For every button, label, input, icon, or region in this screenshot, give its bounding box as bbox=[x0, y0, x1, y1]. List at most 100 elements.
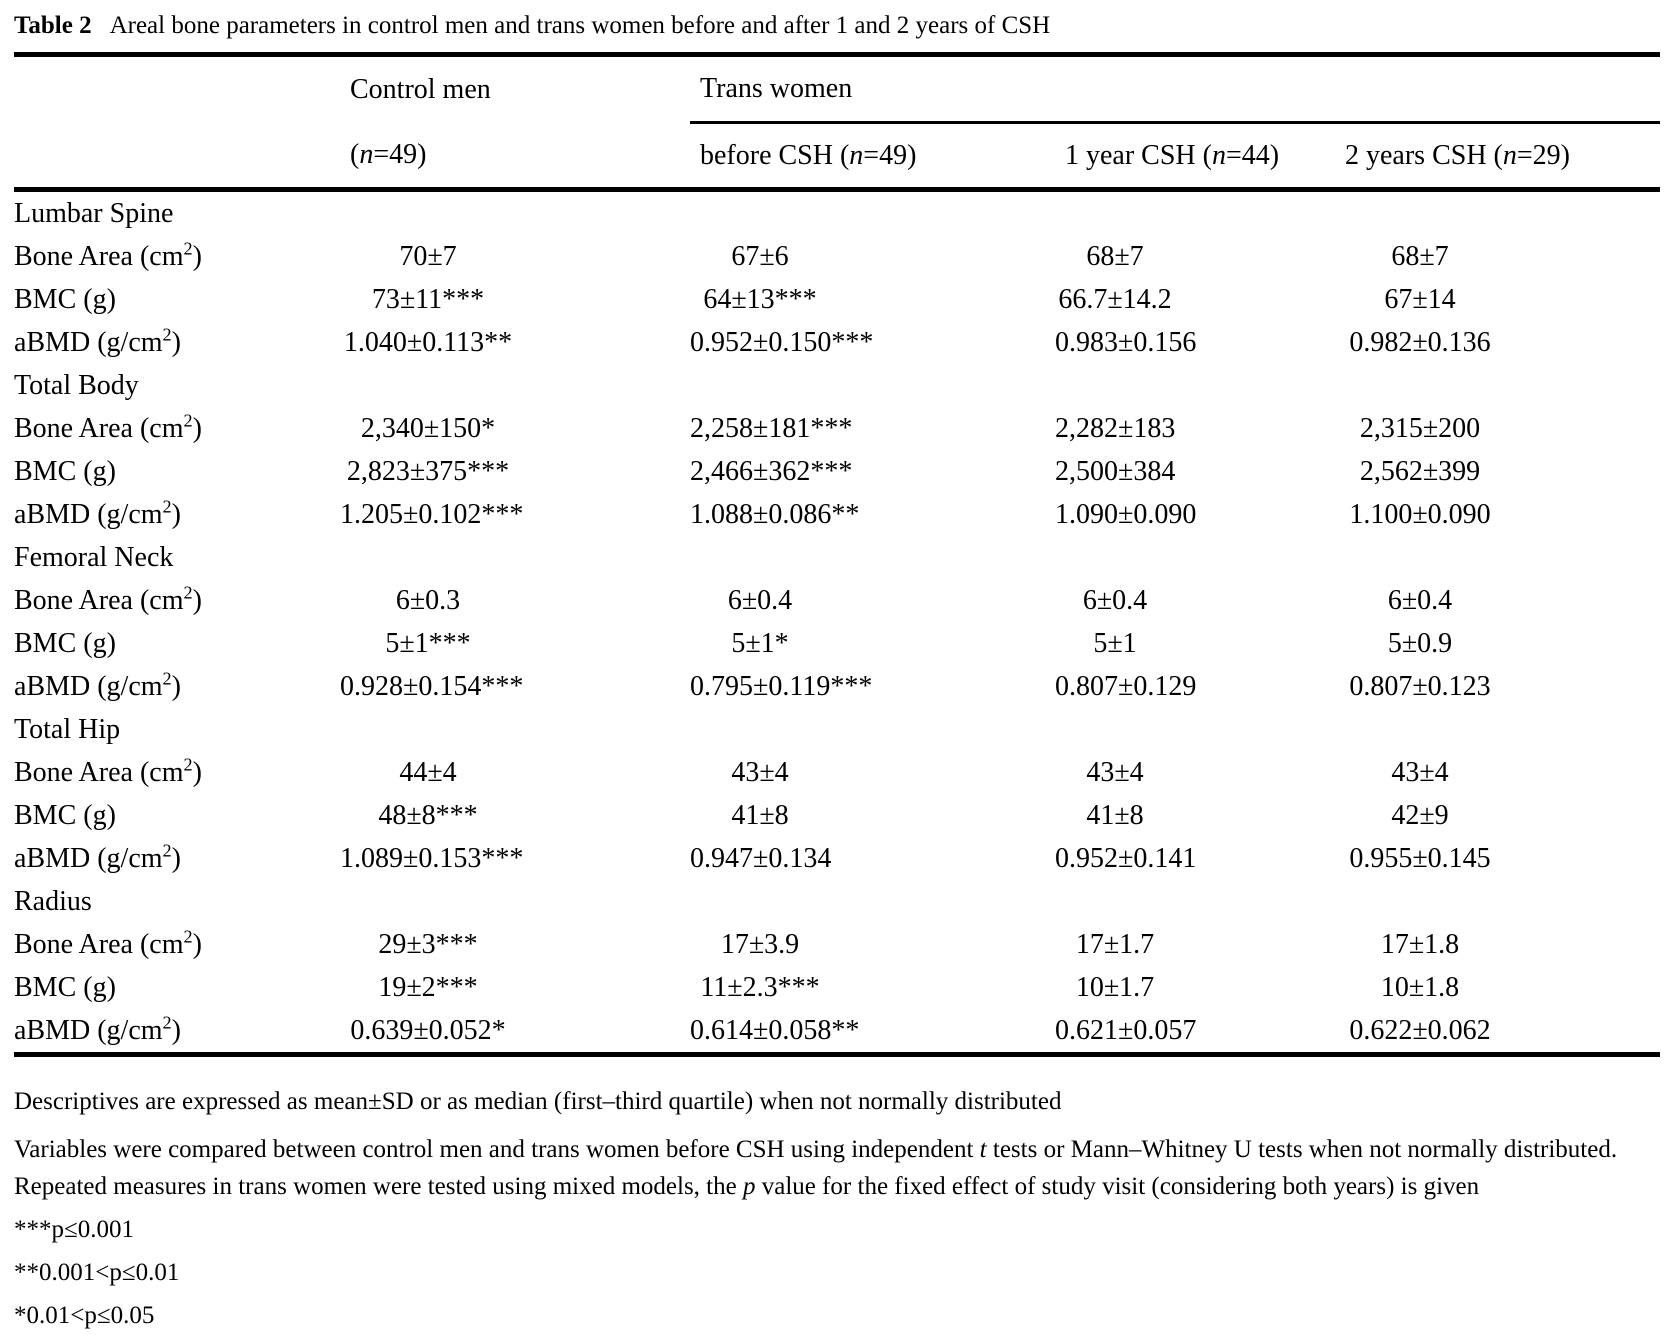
cell-value: 0.982±0.136 bbox=[1349, 326, 1491, 358]
footnote-sig-1star: *0.01<p≤0.05 bbox=[14, 1302, 155, 1329]
header-control-men: Control men bbox=[350, 73, 491, 105]
cell-value: 10±1.7 bbox=[1075, 971, 1155, 1003]
row-label: aBMD (g/cm2) bbox=[14, 324, 181, 358]
cell-value: 1.040±0.113** bbox=[343, 326, 513, 358]
cell-value: 0.614±0.058** bbox=[690, 1014, 860, 1046]
cell-value: 0.807±0.129 bbox=[1055, 670, 1197, 702]
header-empty-cell bbox=[14, 55, 340, 123]
cell-value: 2,315±200 bbox=[1359, 412, 1481, 444]
cell-value: 5±1* bbox=[731, 627, 789, 659]
cell-value: 1.089±0.153*** bbox=[340, 842, 524, 874]
data-row: BMC (g) 2,823±375*** 2,466±362*** 2,500±384… bbox=[14, 450, 1660, 493]
footnote-italic-term: p bbox=[742, 1173, 756, 1200]
row-label-superscript: 2 bbox=[183, 754, 193, 775]
cell-value: 41±8 bbox=[731, 799, 789, 831]
cell-value: 41±8 bbox=[1086, 799, 1144, 831]
table-caption-text: Areal bone parameters in control men and… bbox=[109, 12, 1051, 39]
data-row: aBMD (g/cm2) 1.040±0.113** 0.952±0.150*** 0… bbox=[14, 321, 1660, 364]
subheader-n-italic: n bbox=[1211, 139, 1226, 171]
cell-value: 2,466±362*** bbox=[690, 455, 853, 487]
cell-value: 70±7 bbox=[399, 240, 457, 272]
row-label: aBMD (g/cm2) bbox=[14, 496, 181, 530]
cell-value: 0.621±0.057 bbox=[1055, 1014, 1197, 1046]
cell-value: 17±1.7 bbox=[1075, 928, 1155, 960]
row-label-superscript: 2 bbox=[183, 410, 193, 431]
subheader-before-csh: before CSH (n=49) bbox=[690, 122, 1055, 192]
subheader-text: ( bbox=[350, 138, 360, 170]
cell-value: 68±7 bbox=[1391, 240, 1449, 272]
cell-value: 67±6 bbox=[731, 240, 789, 272]
row-label-superscript: 2 bbox=[183, 926, 193, 947]
subheader-text: 2 years CSH ( bbox=[1345, 139, 1503, 171]
subheader-text: 1 year CSH ( bbox=[1065, 139, 1212, 171]
row-label: Bone Area (cm2) bbox=[14, 238, 202, 272]
section-title: Radius bbox=[14, 885, 92, 917]
cell-value: 0.807±0.123 bbox=[1349, 670, 1491, 702]
row-label: Bone Area (cm2) bbox=[14, 926, 202, 960]
cell-value: 2,562±399 bbox=[1359, 455, 1481, 487]
row-label-superscript: 2 bbox=[183, 238, 193, 259]
cell-value: 6±0.4 bbox=[1082, 584, 1148, 616]
footnote-text-segment: Variables were compared between control … bbox=[14, 1136, 980, 1163]
data-row: Bone Area (cm2) 44±4 43±4 43±4 43±4 bbox=[14, 751, 1660, 794]
data-row: Bone Area (cm2) 70±7 67±6 68±7 68±7 bbox=[14, 235, 1660, 278]
subheader-n-italic: n bbox=[849, 139, 864, 171]
cell-value: 2,282±183 bbox=[1055, 412, 1176, 444]
cell-value: 1.205±0.102*** bbox=[340, 498, 524, 530]
cell-value: 0.795±0.119*** bbox=[690, 670, 873, 702]
data-row: BMC (g) 5±1*** 5±1* 5±1 5±0.9 bbox=[14, 622, 1660, 665]
subheader-n-italic: n bbox=[1502, 139, 1517, 171]
section-title: Total Hip bbox=[14, 713, 121, 745]
cell-value: 1.100±0.090 bbox=[1349, 498, 1491, 530]
cell-value: 5±1*** bbox=[385, 627, 471, 659]
row-label-superscript: 2 bbox=[162, 496, 172, 517]
cell-value: 1.090±0.090 bbox=[1055, 498, 1197, 530]
table-body: Lumbar Spine Bone Area (cm2) 70±7 67±6 68±7 6… bbox=[14, 190, 1660, 1055]
cell-value: 68±7 bbox=[1086, 240, 1144, 272]
data-row: aBMD (g/cm2) 1.089±0.153*** 0.947±0.134 0.9… bbox=[14, 837, 1660, 880]
row-label: Bone Area (cm2) bbox=[14, 582, 202, 616]
row-label: BMC (g) bbox=[14, 799, 116, 831]
cell-value: 64±13*** bbox=[703, 283, 817, 315]
cell-value: 5±1 bbox=[1093, 627, 1137, 659]
row-label-superscript: 2 bbox=[183, 582, 193, 603]
row-label: BMC (g) bbox=[14, 455, 116, 487]
cell-value: 11±2.3*** bbox=[700, 971, 820, 1003]
cell-value: 73±11*** bbox=[371, 283, 485, 315]
footnote-text-segment: tests or Mann–Whitney U tests when not n… bbox=[14, 1136, 1618, 1200]
cell-value: 29±3*** bbox=[378, 928, 478, 960]
data-row: aBMD (g/cm2) 0.928±0.154*** 0.795±0.119***… bbox=[14, 665, 1660, 708]
subheader-control-n: (n=49) bbox=[340, 122, 690, 192]
data-row: aBMD (g/cm2) 1.205±0.102*** 1.088±0.086** 1… bbox=[14, 493, 1660, 536]
row-label-superscript: 2 bbox=[162, 1012, 172, 1033]
row-label: BMC (g) bbox=[14, 283, 116, 315]
cell-value: 0.639±0.052* bbox=[350, 1014, 506, 1046]
data-row: BMC (g) 19±2*** 11±2.3*** 10±1.7 10±1.8 bbox=[14, 966, 1660, 1009]
footnote-sig-2star: **0.001<p≤0.01 bbox=[14, 1259, 180, 1286]
cell-value: 42±9 bbox=[1391, 799, 1449, 831]
row-label: Bone Area (cm2) bbox=[14, 410, 202, 444]
footnote-italic-term: t bbox=[979, 1136, 987, 1163]
subheader-text: before CSH ( bbox=[700, 139, 850, 171]
subheader-text: =49) bbox=[863, 139, 917, 171]
section-title: Total Body bbox=[14, 369, 139, 401]
cell-value: 2,500±384 bbox=[1055, 455, 1176, 487]
subheader-text: =44) bbox=[1225, 139, 1280, 171]
cell-value: 6±0.4 bbox=[727, 584, 793, 616]
row-label: Bone Area (cm2) bbox=[14, 754, 202, 788]
cell-value: 0.955±0.145 bbox=[1349, 842, 1491, 874]
subheader-text: =49) bbox=[373, 138, 427, 170]
data-row: BMC (g) 73±11*** 64±13*** 66.7±14.2 67±14 bbox=[14, 278, 1660, 321]
row-label: BMC (g) bbox=[14, 627, 116, 659]
table-header: Control men Trans women (n=49) before CS… bbox=[14, 54, 1661, 192]
cell-value: 6±0.3 bbox=[395, 584, 461, 616]
section-header-row: Radius bbox=[14, 880, 1660, 923]
bone-parameters-table: Control men Trans women (n=49) before CS… bbox=[14, 52, 1661, 1057]
cell-value: 0.928±0.154*** bbox=[340, 670, 524, 702]
cell-value: 48±8*** bbox=[378, 799, 478, 831]
cell-value: 0.952±0.141 bbox=[1055, 842, 1197, 874]
data-row: aBMD (g/cm2) 0.639±0.052* 0.614±0.058** 0.6… bbox=[14, 1009, 1660, 1055]
cell-value: 44±4 bbox=[399, 756, 457, 788]
subheader-text: =29) bbox=[1516, 139, 1570, 171]
